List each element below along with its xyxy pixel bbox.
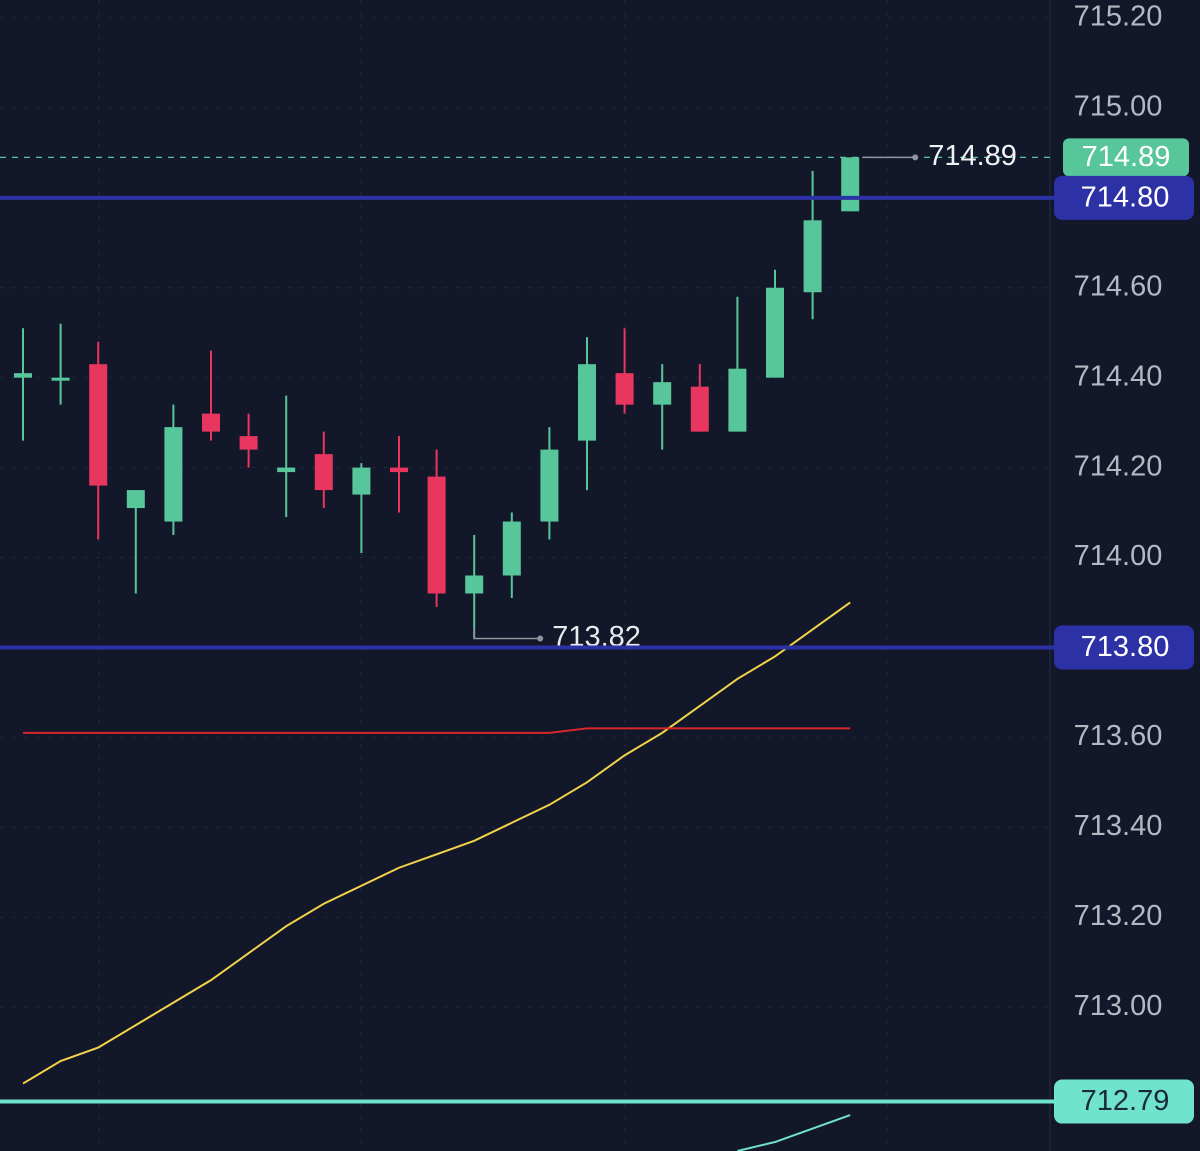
- candle-body: [578, 364, 596, 441]
- price-line-box: [1054, 1079, 1194, 1124]
- candle-body: [690, 386, 709, 432]
- y-tick-label: 714.40: [1074, 360, 1163, 392]
- last-price-label: 714.89: [1082, 141, 1171, 173]
- annotation-dot: [912, 154, 919, 161]
- price-line-label: 712.79: [1081, 1085, 1170, 1117]
- candle-body: [390, 467, 408, 473]
- y-tick-label: 713.20: [1074, 900, 1163, 932]
- candle-body: [314, 454, 333, 491]
- candle-body: [126, 490, 145, 509]
- candle-body: [202, 413, 220, 432]
- candle-body: [89, 364, 108, 486]
- candle-body: [427, 476, 446, 594]
- price-line-label: 714.80: [1081, 181, 1170, 213]
- candle-body: [766, 287, 784, 378]
- annotation-dot: [537, 635, 544, 642]
- y-tick-label: 714.00: [1074, 540, 1163, 572]
- candle-body: [653, 382, 672, 405]
- candle-body: [615, 373, 634, 405]
- high-annotation: 714.89: [928, 140, 1017, 172]
- candle-body: [803, 220, 822, 293]
- last-price-box: [1063, 138, 1189, 177]
- candle-body: [352, 467, 371, 495]
- y-tick-label: 713.60: [1074, 720, 1163, 752]
- candle-body: [841, 157, 860, 212]
- annotation-leader: [473, 628, 541, 640]
- price-line-label: 713.80: [1081, 631, 1170, 663]
- candle-body: [14, 373, 32, 378]
- y-tick-label: 713.40: [1074, 810, 1163, 842]
- candle-body: [728, 368, 747, 432]
- y-tick-label: 713.00: [1074, 990, 1163, 1022]
- y-tick-label: 715.00: [1074, 91, 1163, 123]
- y-tick-label: 714.60: [1074, 270, 1163, 302]
- price-line-box: [1054, 175, 1194, 220]
- moving-average-line: [22, 601, 851, 1085]
- y-tick-label: 714.20: [1074, 450, 1163, 482]
- candle-body: [465, 575, 484, 594]
- candle-body: [502, 521, 521, 576]
- y-tick-label: 715.20: [1074, 1, 1163, 33]
- candle-body: [239, 436, 258, 450]
- candle-body: [164, 427, 183, 522]
- moving-average-line: [23, 727, 851, 734]
- price-line-box: [1054, 625, 1194, 670]
- moving-average-line: [737, 1114, 851, 1151]
- candle-body: [51, 377, 70, 381]
- candle-body: [540, 449, 559, 522]
- candle-body: [277, 467, 296, 473]
